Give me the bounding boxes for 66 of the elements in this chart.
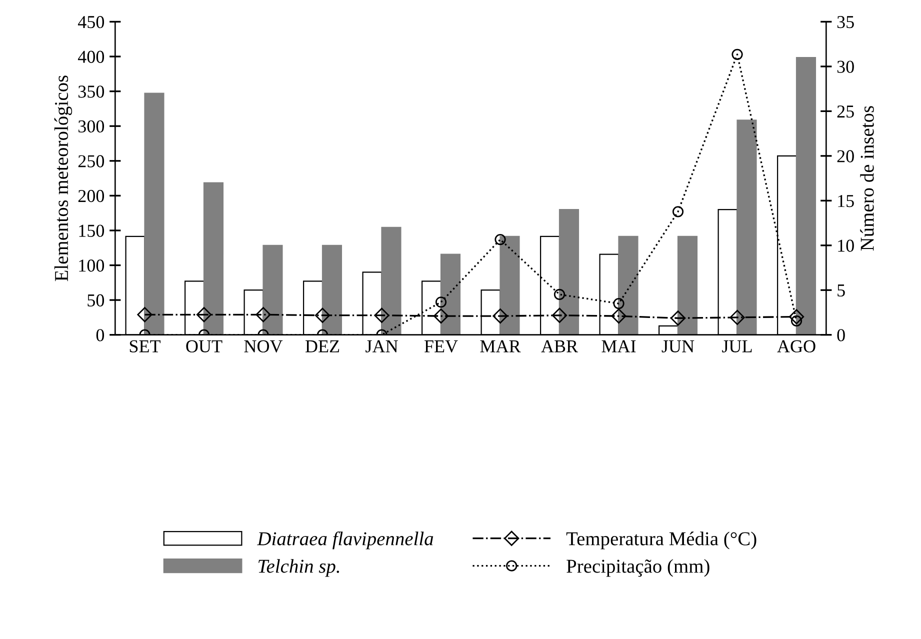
bar	[322, 244, 342, 335]
bar	[736, 120, 757, 335]
y2-axis-title: Número de insetos	[860, 106, 874, 251]
y-tick-label: 250	[78, 155, 104, 168]
point	[492, 308, 508, 324]
point	[788, 309, 804, 324]
bar	[558, 209, 580, 335]
legend-label: Temperatura Média (°C)	[566, 532, 756, 550]
y-tick-label: 450	[78, 16, 104, 28]
x-tick-label: JAN	[366, 340, 398, 352]
y-tick-label: 0	[96, 329, 104, 342]
x-tick-label: MAR	[480, 340, 521, 352]
legend-label: Precipitação (mm)	[566, 559, 710, 577]
point	[137, 307, 152, 322]
point	[435, 296, 447, 308]
point	[374, 308, 390, 323]
point	[433, 308, 449, 324]
x-tick-label: MAI	[602, 340, 636, 352]
y-axis-title: Elementos meteorológicos	[54, 76, 72, 282]
bar	[262, 244, 283, 335]
point	[196, 307, 212, 322]
x-tick-label: JUL	[722, 340, 752, 352]
y2-tick-label: 5	[838, 284, 845, 297]
y2-tick-label: 30	[837, 60, 854, 73]
point	[611, 308, 626, 324]
point	[672, 206, 684, 218]
y-tick-label: 50	[88, 294, 104, 306]
y2-tick-label: 15	[838, 194, 854, 208]
bar	[796, 56, 816, 335]
y2-tick-label: 20	[837, 150, 854, 162]
x-tick-label: JUN	[662, 340, 694, 352]
legend-label: Telchin sp.	[258, 559, 340, 577]
x-tick-label: NOV	[244, 340, 283, 352]
y2-tick-label: 0	[837, 329, 845, 342]
bar	[618, 236, 638, 335]
x-tick-label: SET	[130, 340, 160, 352]
point	[256, 307, 271, 322]
x-tick-label: AGO	[777, 340, 816, 352]
y-tick-label: 400	[78, 50, 104, 63]
point	[314, 308, 330, 323]
point	[613, 298, 624, 310]
bar	[677, 236, 698, 335]
bar	[381, 226, 402, 335]
x-tick-label: DEZ	[305, 340, 340, 352]
y2-tick-label: 25	[837, 105, 854, 118]
point	[554, 288, 566, 300]
point	[494, 234, 506, 246]
bar	[144, 92, 164, 335]
point	[552, 308, 568, 323]
legend-label: Diatraea flavipennella	[257, 531, 434, 550]
y-tick-label: 100	[79, 260, 104, 272]
y2-tick-label: 35	[837, 16, 854, 28]
point	[732, 48, 743, 60]
y-tick-label: 150	[79, 224, 104, 237]
point	[730, 310, 745, 326]
bar	[500, 236, 520, 335]
bar	[203, 182, 224, 335]
y2-tick-label: 10	[838, 240, 854, 252]
point	[670, 310, 686, 326]
x-tick-label: OUT	[186, 340, 222, 352]
x-tick-label: ABR	[541, 340, 578, 352]
y-tick-label: 350	[78, 86, 104, 98]
x-tick-label: FEV	[424, 340, 458, 352]
bar	[440, 254, 461, 335]
y-tick-label: 300	[78, 120, 104, 133]
y-tick-label: 200	[78, 190, 104, 202]
